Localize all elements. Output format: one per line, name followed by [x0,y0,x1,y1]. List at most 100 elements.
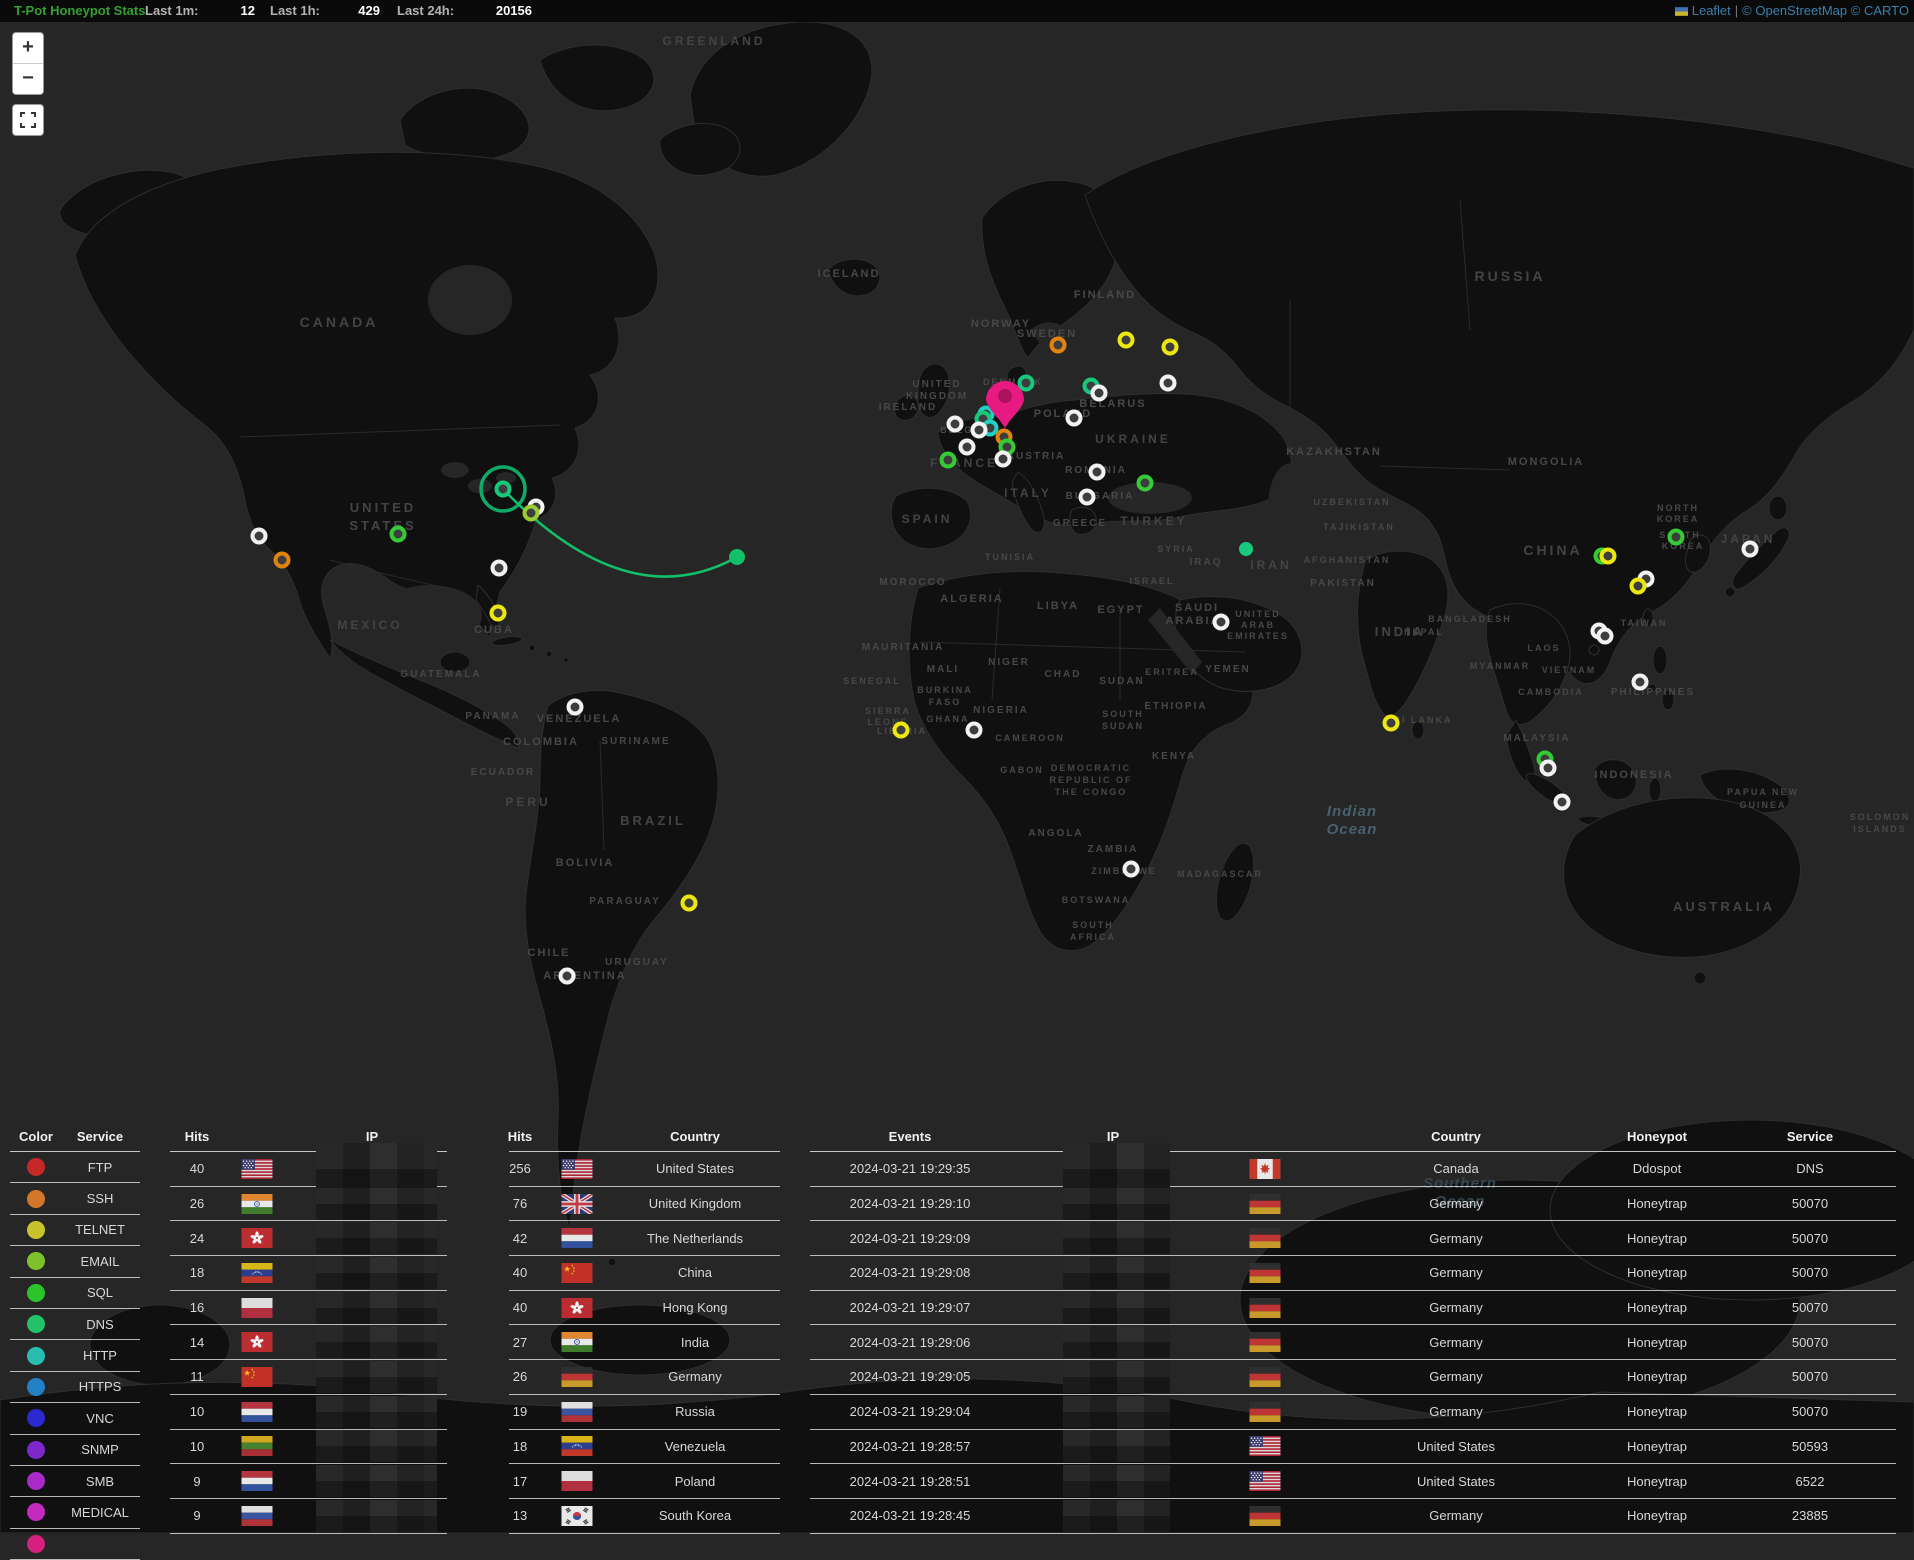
attack-marker[interactable] [1159,374,1177,392]
attack-marker[interactable] [250,527,268,545]
attack-marker[interactable] [522,504,540,522]
event-timestamp: 2024-03-21 19:28:57 [849,1438,971,1454]
country-flag-icon [1249,1221,1281,1255]
attack-marker[interactable] [1078,488,1096,506]
map-country-label: FINLAND [1074,289,1136,301]
redacted-ip [1063,1256,1170,1289]
event-country: Germany [1429,1196,1483,1212]
map-country-label: VIETNAM [1542,665,1597,675]
redacted-ip [316,1465,437,1498]
country-header: Country [670,1129,720,1144]
leaflet-link[interactable]: Leaflet [1691,3,1731,18]
attack-marker[interactable] [1599,547,1617,565]
stat-last-1h-value: 429 [358,3,380,18]
attack-marker[interactable] [1539,759,1557,777]
country-name: The Netherlands [646,1230,744,1246]
attack-marker[interactable] [970,421,988,439]
country-flag-icon [241,1430,273,1464]
attack-marker[interactable] [273,551,291,569]
attack-marker[interactable] [958,438,976,456]
attack-marker[interactable] [1122,860,1140,878]
map-country-label: SOUTH [1102,709,1144,719]
attack-marker[interactable] [1741,540,1759,558]
map-country-label: ERITREA [1145,667,1199,677]
table-row: 24 [170,1221,447,1257]
table-row: 2024-03-21 19:29:35 Canada Ddospot DNS [810,1142,1896,1195]
stat-last-24h-value: 20156 [495,3,532,18]
attack-marker[interactable] [1629,577,1647,595]
attack-marker[interactable] [1065,409,1083,427]
map-country-label: ITALY [1004,486,1052,500]
carto-link[interactable]: © CARTO [1850,3,1909,18]
legend-color-dot [27,1246,45,1276]
attack-marker[interactable] [389,525,407,543]
country-name: Germany [668,1369,722,1385]
country-flag-icon [241,1152,273,1186]
attack-marker[interactable] [1049,336,1067,354]
hits-value: 76 [512,1196,528,1212]
table-row: 2024-03-21 19:29:10 Germany Honeytrap 50070 [810,1187,1896,1222]
openstreetmap-link[interactable]: © OpenStreetMap [1742,3,1848,18]
attack-marker[interactable] [892,721,910,739]
attack-marker[interactable] [1136,474,1154,492]
service-color-icon [27,1440,45,1459]
map-country-label: RUSSIA [1475,268,1546,284]
attack-marker[interactable] [1088,463,1106,481]
attack-marker[interactable] [490,559,508,577]
country-flag-icon [241,1221,273,1255]
table-row: 2024-03-21 19:28:57 United States Honeytra… [810,1430,1896,1465]
table-row: 2024-03-21 19:29:09 Germany Honeytrap 50070 [810,1221,1896,1257]
attack-marker[interactable] [1161,338,1179,356]
attack-marker[interactable] [1212,613,1230,631]
attack-marker[interactable] [680,894,698,912]
map-country-label: ZAMBIA [1088,844,1139,855]
flag-nl [561,1228,593,1249]
attack-marker[interactable] [566,698,584,716]
attack-marker[interactable] [965,721,983,739]
attack-marker[interactable] [1382,714,1400,732]
map-country-label: SURINAME [601,736,670,747]
attack-marker[interactable] [994,450,1012,468]
map-country-label: NEPAL [1404,627,1444,637]
attack-source-dot[interactable] [729,549,745,565]
table-row: TELNET [10,1215,140,1247]
zoom-out-button[interactable]: − [13,63,43,94]
attack-marker[interactable] [1667,528,1685,546]
event-service: 23885 [1791,1508,1829,1524]
attack-marker[interactable] [1090,384,1108,402]
event-service: 50070 [1791,1404,1829,1420]
country-flag-icon [561,1256,593,1290]
location-pin[interactable] [986,381,1024,428]
attack-marker[interactable] [939,451,957,469]
attack-marker[interactable] [1596,627,1614,645]
attack-marker[interactable] [1631,673,1649,691]
map-country-label: BRAZIL [620,813,686,828]
table-row: 26 [170,1187,447,1222]
zoom-in-button[interactable]: + [22,36,34,58]
events-ip-header: IP [1106,1129,1120,1144]
fullscreen-button[interactable] [13,105,43,135]
attack-marker[interactable] [558,967,576,985]
country-flag-icon [561,1395,593,1429]
hits-value: 9 [193,1473,201,1489]
attack-marker[interactable] [1117,331,1135,349]
attack-marker[interactable] [494,480,512,498]
map-country-label: IRAQ [1190,557,1223,568]
attack-marker[interactable] [1553,793,1571,811]
event-service: 50070 [1791,1265,1829,1281]
table-row: 2024-03-21 19:29:05 Germany Honeytrap 50070 [810,1360,1896,1395]
event-honeypot: Honeytrap [1627,1196,1687,1212]
attack-source-dot[interactable] [1239,542,1253,556]
map-country-label: NORTH [1657,503,1699,513]
event-timestamp: 2024-03-21 19:29:09 [849,1230,971,1246]
map-country-label: SRI LANKA [1386,715,1453,725]
attack-marker[interactable] [1017,374,1035,392]
map-country-label: KOREA [1662,541,1705,551]
map-country-label: AUSTRIA [1007,451,1065,462]
attack-marker[interactable] [489,604,507,622]
map-country-label: SOLOMON [1850,812,1911,822]
attack-marker[interactable] [946,415,964,433]
stat-last-1m-label: Last 1m: [145,3,199,18]
map-country-label: COLOMBIA [503,736,579,748]
table-row: 2024-03-21 19:29:08 Germany Honeytrap 50070 [810,1256,1896,1291]
